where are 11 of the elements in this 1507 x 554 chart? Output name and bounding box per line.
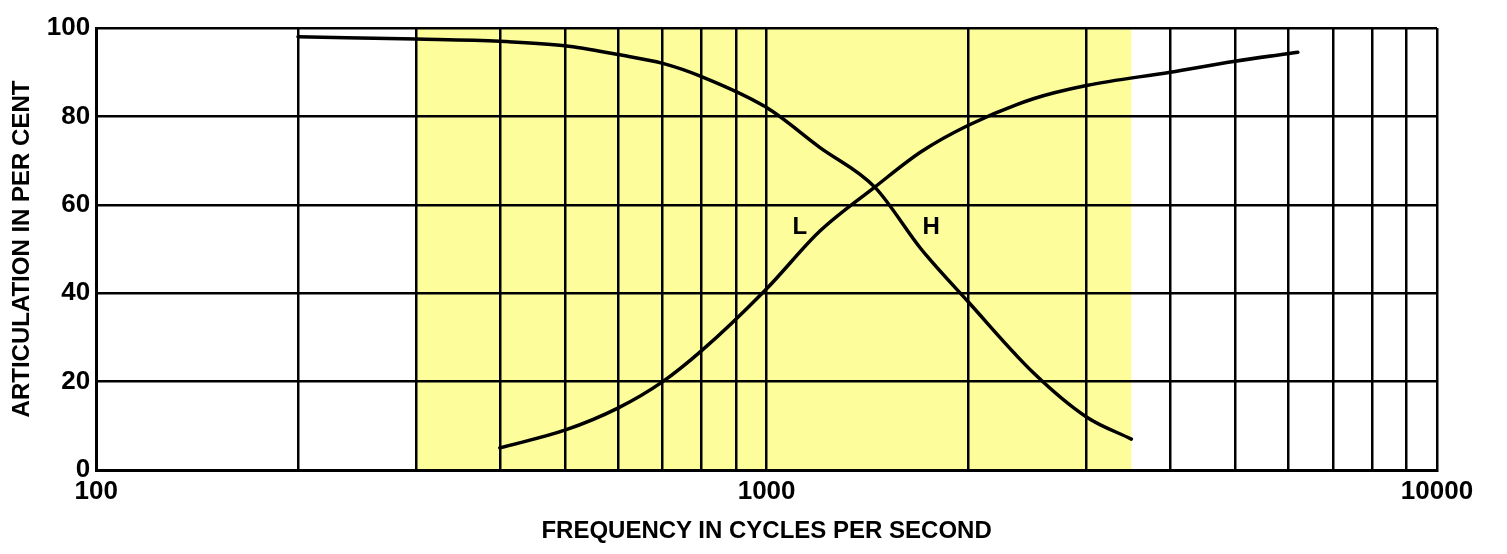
series-label: H bbox=[922, 211, 940, 239]
y-tick-label: 80 bbox=[61, 99, 91, 130]
x-tick-label: 1000 bbox=[737, 474, 796, 505]
y-tick-label: 100 bbox=[46, 11, 91, 42]
y-tick-label: 40 bbox=[61, 276, 91, 307]
y-axis-title: ARTICULATION IN PER CENT bbox=[7, 80, 35, 418]
y-tick-label: 60 bbox=[61, 187, 91, 218]
series-label: L bbox=[792, 211, 808, 239]
y-tick-label: 20 bbox=[61, 364, 91, 395]
x-tick-label: 10000 bbox=[1400, 474, 1474, 505]
x-axis-title: FREQUENCY IN CYCLES PER SECOND bbox=[541, 516, 992, 544]
